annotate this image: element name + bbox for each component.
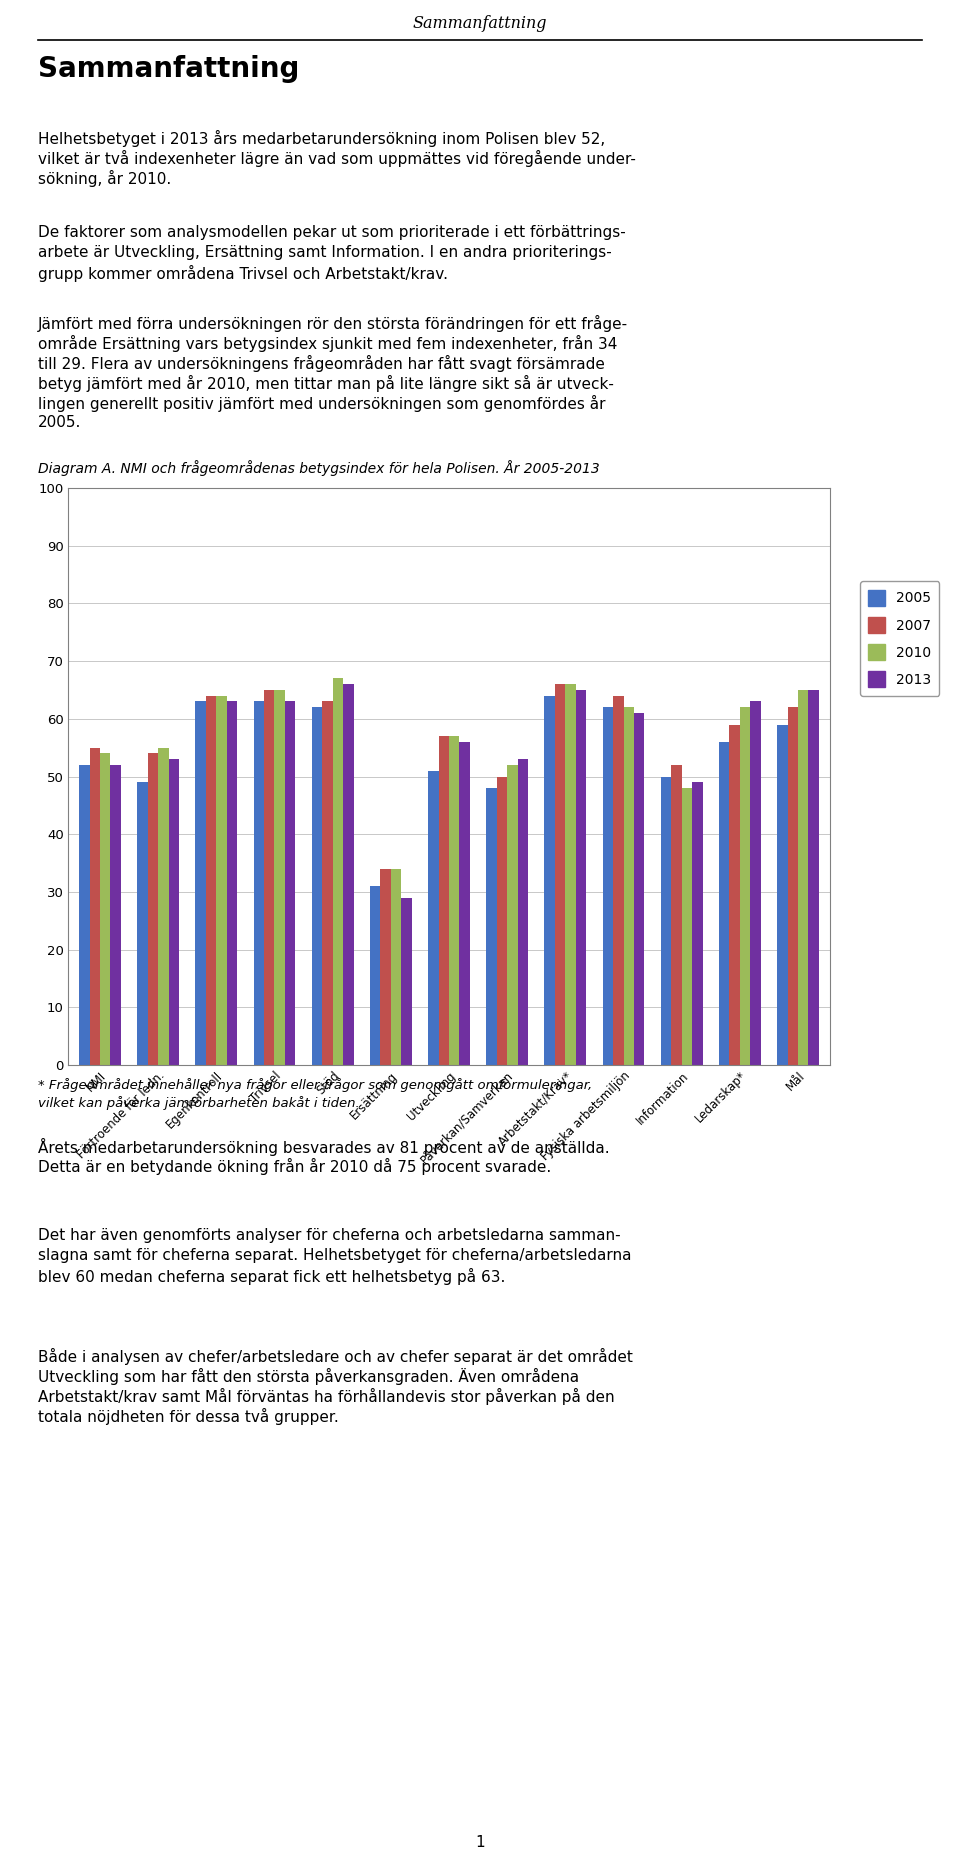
- Bar: [486, 787, 496, 1066]
- Text: sökning, år 2010.: sökning, år 2010.: [38, 171, 171, 188]
- Bar: [227, 702, 237, 1066]
- Bar: [507, 765, 517, 1066]
- Bar: [740, 708, 751, 1066]
- Bar: [660, 776, 671, 1066]
- Text: Både i analysen av chefer/arbetsledare och av chefer separat är det området: Både i analysen av chefer/arbetsledare o…: [38, 1348, 633, 1365]
- Text: slagna samt för cheferna separat. Helhetsbetyget för cheferna/arbetsledarna: slagna samt för cheferna separat. Helhet…: [38, 1248, 632, 1263]
- Bar: [428, 771, 439, 1066]
- Bar: [449, 735, 460, 1066]
- Text: totala nöjdheten för dessa två grupper.: totala nöjdheten för dessa två grupper.: [38, 1408, 339, 1424]
- Bar: [158, 748, 169, 1066]
- Text: Utveckling som har fått den största påverkansgraden. Även områdena: Utveckling som har fått den största påve…: [38, 1369, 579, 1385]
- Bar: [275, 691, 285, 1066]
- Bar: [100, 754, 110, 1066]
- Text: område Ersättning vars betygsindex sjunkit med fem indexenheter, från 34: område Ersättning vars betygsindex sjunk…: [38, 334, 617, 353]
- Bar: [333, 678, 343, 1066]
- Bar: [285, 702, 296, 1066]
- Bar: [380, 869, 391, 1066]
- Bar: [777, 724, 787, 1066]
- Text: Jämfört med förra undersökningen rör den största förändringen för ett fråge-: Jämfört med förra undersökningen rör de…: [38, 316, 628, 332]
- Text: 1: 1: [475, 1835, 485, 1850]
- Text: Årets medarbetarundersökning besvarades av 81 procent av de anställda.: Årets medarbetarundersökning besvarades…: [38, 1138, 610, 1157]
- Bar: [555, 683, 565, 1066]
- Bar: [496, 776, 507, 1066]
- Text: Diagram A. NMI och frågeområdenas betygsindex för hela Polisen. År 2005-2013: Diagram A. NMI och frågeområdenas betygs…: [38, 461, 600, 475]
- Text: Sammanfattning: Sammanfattning: [38, 56, 300, 84]
- Bar: [79, 765, 89, 1066]
- Text: Sammanfattning: Sammanfattning: [413, 15, 547, 32]
- Bar: [613, 696, 623, 1066]
- Text: Arbetstakt/krav samt Mål förväntas ha förhållandevis stor påverkan på den: Arbetstakt/krav samt Mål förväntas ha fö…: [38, 1387, 614, 1406]
- Text: 2005.: 2005.: [38, 414, 82, 431]
- Bar: [751, 702, 760, 1066]
- Bar: [312, 708, 323, 1066]
- Bar: [148, 754, 158, 1066]
- Bar: [391, 869, 401, 1066]
- Bar: [253, 702, 264, 1066]
- Bar: [110, 765, 121, 1066]
- Bar: [787, 708, 798, 1066]
- Text: Det har även genomförts analyser för cheferna och arbetsledarna samman-: Det har även genomförts analyser för che…: [38, 1227, 620, 1242]
- Text: De faktorer som analysmodellen pekar ut som prioriterade i ett förbättrings-: De faktorer som analysmodellen pekar ut …: [38, 225, 626, 240]
- Bar: [323, 702, 333, 1066]
- Bar: [264, 691, 275, 1066]
- Bar: [439, 735, 449, 1066]
- Text: grupp kommer områdena Trivsel och Arbetstakt/krav.: grupp kommer områdena Trivsel och Arbets…: [38, 266, 448, 282]
- Bar: [798, 691, 808, 1066]
- Bar: [343, 683, 353, 1066]
- Bar: [370, 886, 380, 1066]
- Bar: [137, 782, 148, 1066]
- Text: Detta är en betydande ökning från år 2010 då 75 procent svarade.: Detta är en betydande ökning från år 201…: [38, 1159, 551, 1175]
- Bar: [89, 748, 100, 1066]
- Bar: [216, 696, 227, 1066]
- Bar: [730, 724, 740, 1066]
- Bar: [603, 708, 613, 1066]
- Text: betyg jämfört med år 2010, men tittar man på lite längre sikt så är utveck-: betyg jämfört med år 2010, men tittar ma…: [38, 375, 613, 392]
- Bar: [169, 760, 180, 1066]
- Bar: [682, 787, 692, 1066]
- Bar: [544, 696, 555, 1066]
- Text: vilket är två indexenheter lägre än vad som uppmättes vid föregående under-: vilket är två indexenheter lägre än vad …: [38, 150, 636, 167]
- Bar: [719, 743, 730, 1066]
- Text: till 29. Flera av undersökningens frågeområden har fått svagt försämrade: till 29. Flera av undersökningens fråge…: [38, 355, 605, 371]
- Bar: [196, 702, 205, 1066]
- Bar: [634, 713, 644, 1066]
- Text: blev 60 medan cheferna separat fick ett helhetsbetyg på 63.: blev 60 medan cheferna separat fick ett …: [38, 1268, 505, 1285]
- Bar: [401, 897, 412, 1066]
- Text: * Frågeområdet innehåller nya frågor eller frågor som genomgått omformuleringar,: * Frågeområdet innehåller nya frågor ell…: [38, 1079, 592, 1092]
- Bar: [576, 691, 587, 1066]
- Bar: [460, 743, 470, 1066]
- Bar: [565, 683, 576, 1066]
- Bar: [205, 696, 216, 1066]
- Text: arbete är Utveckling, Ersättning samt Information. I en andra prioriterings-: arbete är Utveckling, Ersättning samt In…: [38, 245, 612, 260]
- Bar: [671, 765, 682, 1066]
- Bar: [808, 691, 819, 1066]
- Text: Helhetsbetyget i 2013 års medarbetarundersökning inom Polisen blev 52,: Helhetsbetyget i 2013 års medarbetarunde…: [38, 130, 605, 147]
- Bar: [692, 782, 703, 1066]
- Text: lingen generellt positiv jämfört med undersökningen som genomfördes år: lingen generellt positiv jämfört med und…: [38, 396, 606, 412]
- Legend: 2005, 2007, 2010, 2013: 2005, 2007, 2010, 2013: [860, 581, 940, 696]
- Bar: [623, 708, 634, 1066]
- Bar: [517, 760, 528, 1066]
- Text: vilket kan påverka jämförbarheten bakåt i tiden.: vilket kan påverka jämförbarheten bakåt …: [38, 1096, 360, 1110]
